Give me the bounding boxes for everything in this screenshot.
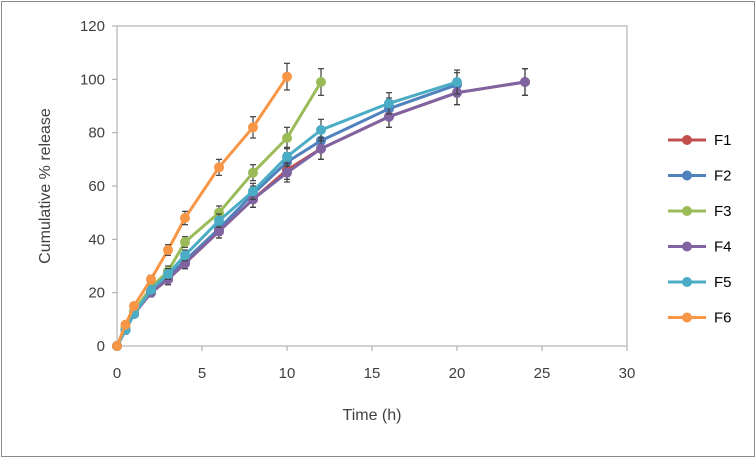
legend-label: F5 bbox=[714, 274, 732, 291]
legend-label: F4 bbox=[714, 239, 732, 256]
legend-label: F3 bbox=[714, 203, 732, 220]
x-tick-label: 15 bbox=[364, 365, 381, 382]
data-point bbox=[282, 167, 292, 178]
data-point bbox=[214, 226, 224, 237]
legend-item-f5: F5 bbox=[668, 274, 732, 291]
x-tick-label: 30 bbox=[619, 365, 636, 382]
data-point bbox=[452, 77, 462, 87]
data-point bbox=[520, 77, 530, 87]
legend-swatch-marker bbox=[682, 170, 692, 181]
y-tick-label: 60 bbox=[88, 178, 105, 195]
x-axis: 0 5 10 15 20 25 30 bbox=[113, 346, 636, 382]
legend-item-f6: F6 bbox=[668, 310, 732, 327]
data-point bbox=[180, 250, 190, 261]
series-f1 bbox=[112, 68, 530, 351]
series-f3 bbox=[112, 68, 326, 351]
x-axis-title: Time (h) bbox=[343, 407, 402, 424]
series-f6 bbox=[112, 62, 292, 351]
data-point bbox=[316, 125, 326, 135]
data-point bbox=[163, 245, 173, 255]
data-point bbox=[282, 71, 292, 82]
legend-swatch-marker bbox=[682, 277, 692, 287]
legend-item-f3: F3 bbox=[668, 203, 732, 220]
data-point bbox=[282, 133, 292, 143]
plot-area bbox=[116, 25, 628, 347]
series-f5 bbox=[112, 69, 462, 351]
data-point bbox=[214, 207, 224, 218]
data-point bbox=[163, 269, 173, 279]
data-point bbox=[384, 98, 394, 109]
data-point bbox=[214, 215, 224, 226]
legend-item-f1: F1 bbox=[668, 132, 732, 149]
y-tick-label: 0 bbox=[97, 338, 105, 355]
legend-swatch-marker bbox=[682, 241, 692, 252]
x-tick-label: 20 bbox=[449, 365, 466, 382]
data-point bbox=[316, 77, 326, 87]
series-f4 bbox=[112, 68, 530, 351]
x-tick-label: 10 bbox=[279, 365, 296, 382]
y-axis-title: Cumulative % release bbox=[37, 108, 54, 264]
legend-item-f2: F2 bbox=[668, 168, 732, 185]
y-tick-label: 100 bbox=[80, 71, 105, 88]
data-point bbox=[316, 143, 326, 154]
data-point bbox=[112, 341, 122, 351]
series-line bbox=[115, 83, 458, 347]
data-point bbox=[282, 151, 292, 162]
data-point bbox=[129, 301, 139, 311]
y-tick-label: 80 bbox=[88, 125, 105, 142]
x-tick-label: 5 bbox=[198, 365, 206, 382]
y-tick-label: 40 bbox=[88, 231, 105, 248]
x-tick-label: 25 bbox=[534, 365, 551, 382]
series-layer bbox=[112, 62, 530, 351]
data-point bbox=[146, 285, 156, 295]
data-point bbox=[214, 162, 224, 173]
data-point bbox=[248, 186, 258, 197]
legend-label: F6 bbox=[714, 310, 732, 327]
data-point bbox=[146, 274, 156, 285]
series-f2 bbox=[112, 72, 462, 351]
legend-swatch-marker bbox=[682, 206, 692, 216]
legend-label: F2 bbox=[714, 168, 732, 185]
data-point bbox=[120, 319, 131, 330]
data-point bbox=[248, 167, 258, 178]
legend-swatch-marker bbox=[682, 312, 692, 323]
data-point bbox=[180, 237, 190, 247]
legend-label: F1 bbox=[714, 132, 732, 149]
series-line bbox=[115, 80, 458, 347]
y-tick-label: 120 bbox=[80, 18, 105, 35]
data-point bbox=[180, 213, 190, 223]
y-axis: 0 20 40 60 80 100 120 bbox=[80, 18, 117, 355]
data-point bbox=[248, 122, 258, 133]
y-tick-label: 20 bbox=[88, 285, 105, 302]
legend: F1 F2 F3 F4 F5 F6 bbox=[668, 132, 732, 327]
legend-item-f4: F4 bbox=[668, 239, 732, 256]
x-tick-label: 0 bbox=[113, 365, 121, 382]
legend-swatch-marker bbox=[682, 135, 692, 145]
